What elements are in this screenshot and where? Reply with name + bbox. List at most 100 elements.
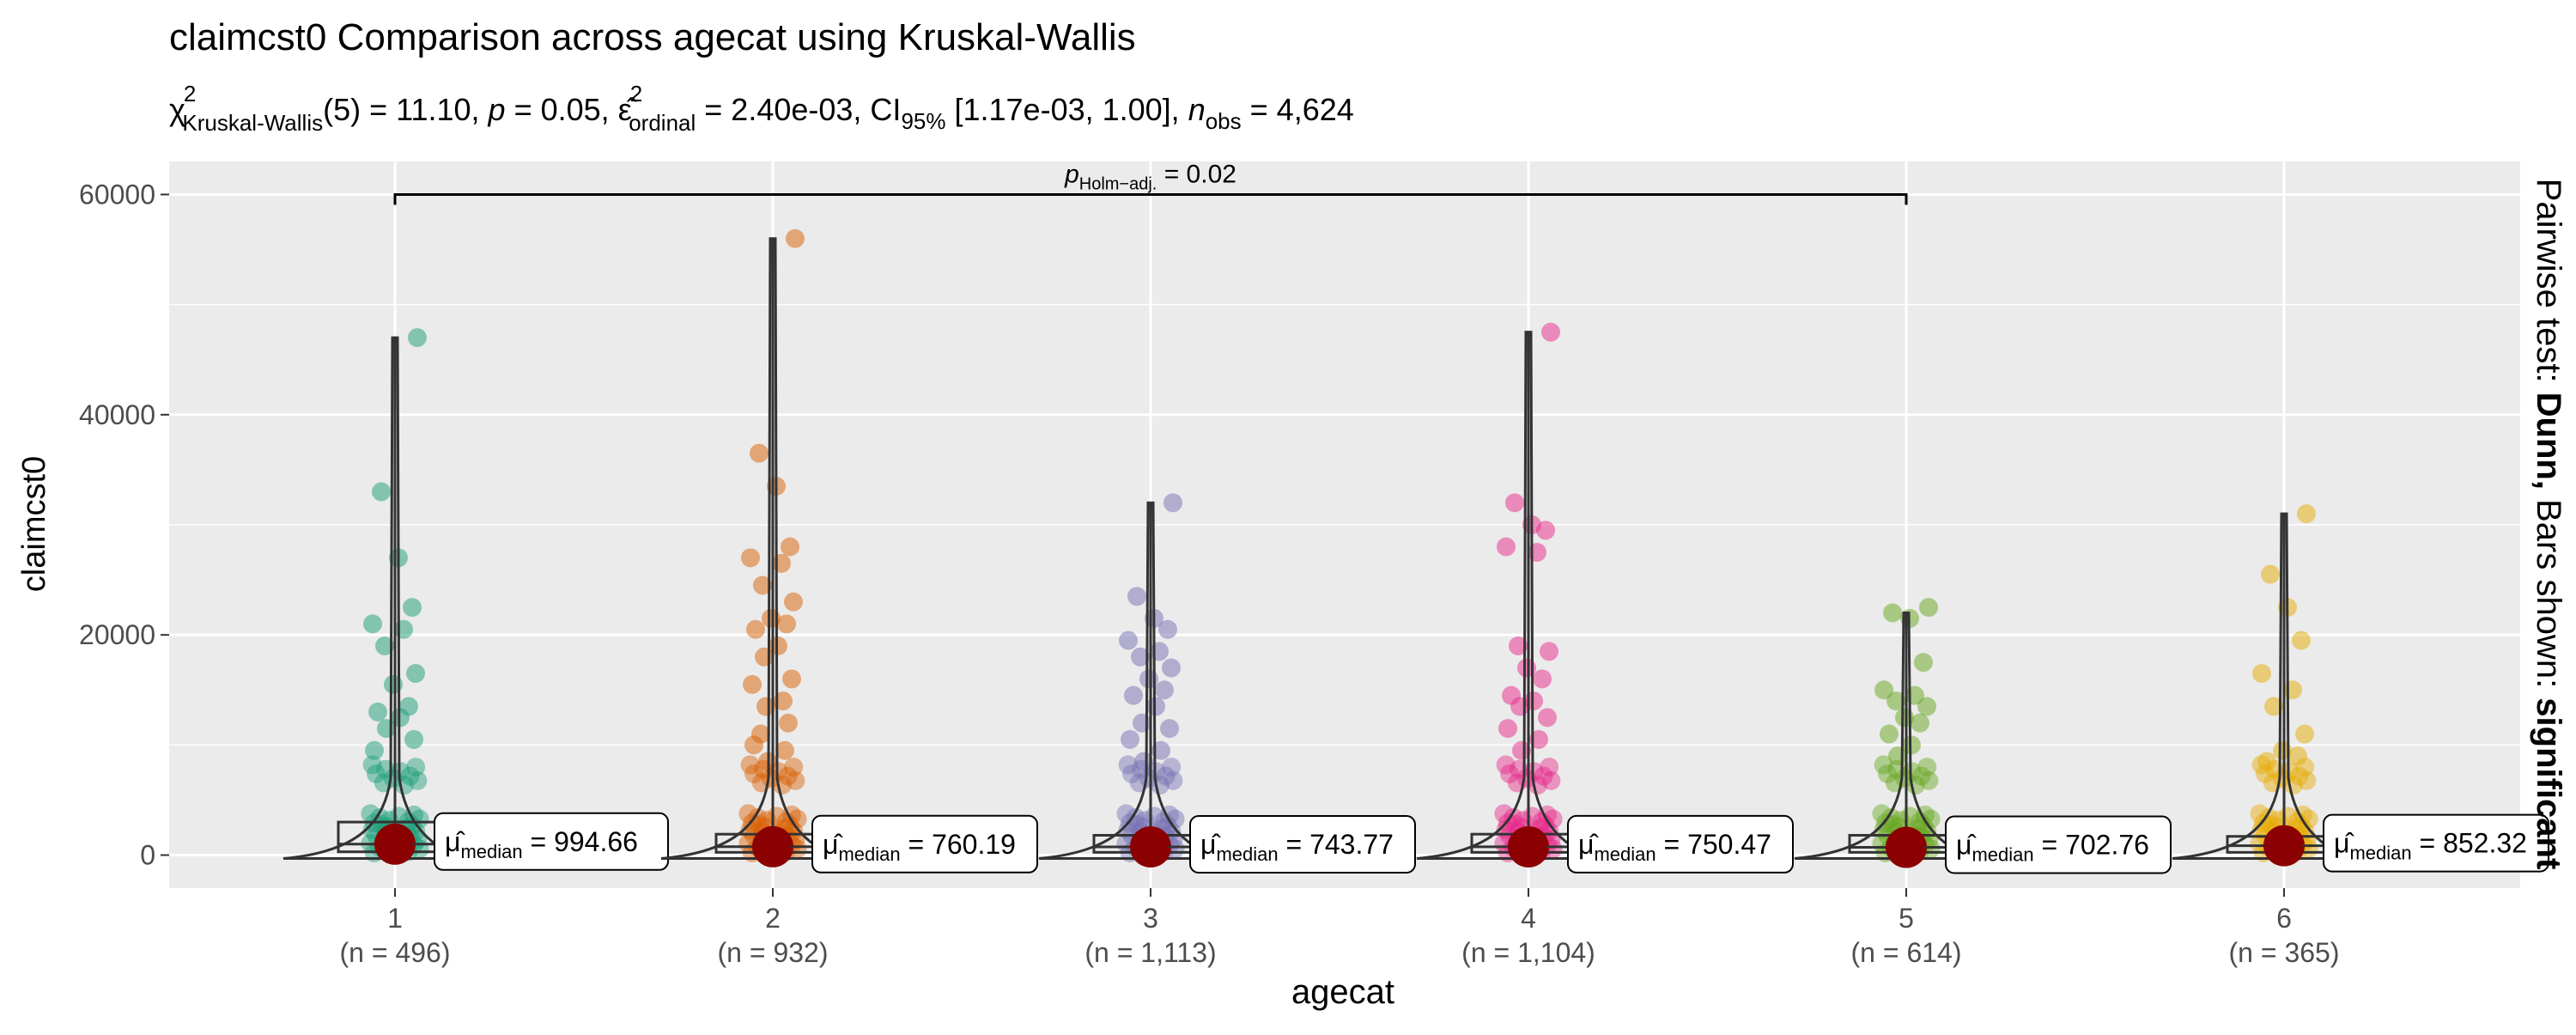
x-tick-n-label: (n = 614) (1851, 937, 1962, 968)
data-point (784, 758, 804, 777)
median-label-value: = 852.32 (2412, 828, 2527, 859)
y-axis: 0 20000 40000 60000 (79, 179, 169, 871)
median-label-value: = 994.66 (523, 826, 638, 857)
data-point (1119, 630, 1138, 650)
data-point (2292, 630, 2311, 650)
data-point (1919, 770, 1939, 790)
group-5: μ̂median = 702.76 (1794, 598, 2172, 874)
data-point (2250, 804, 2269, 824)
median-point (2263, 825, 2305, 867)
x-axis-label: agecat (1291, 973, 1394, 1011)
data-point (372, 482, 391, 502)
median-point (1508, 825, 1549, 868)
x-tick-label: 3 (1143, 903, 1158, 934)
median-point (374, 823, 416, 865)
data-point (1886, 691, 1905, 711)
data-point (408, 770, 428, 790)
data-point (1881, 807, 1901, 827)
data-point (1540, 758, 1559, 777)
chart-subtitle: χ2 Kruskal-Wallis(5) = 11.10, p = 0.05, ε… (169, 81, 1354, 136)
data-point (1126, 807, 1145, 827)
data-point (1160, 719, 1179, 739)
data-point (404, 729, 423, 749)
x-tick-n-label: (n = 496) (340, 937, 451, 968)
median-label-box (1567, 814, 1794, 874)
data-point (756, 697, 775, 716)
data-point (779, 713, 798, 733)
median-label: μ̂median = 702.76 (1956, 830, 2149, 866)
group-4: μ̂median = 750.47 (1416, 322, 1794, 874)
data-point (2264, 697, 2283, 716)
data-point (1510, 697, 1529, 716)
data-point (750, 443, 769, 463)
group-6: μ̂median = 852.32 (2172, 504, 2549, 873)
data-point (1134, 752, 1153, 771)
data-point (748, 807, 768, 827)
subtitle-chi-sup: 2 (184, 81, 196, 107)
data-point (1540, 642, 1558, 661)
caption-test: Dunn, (2530, 393, 2567, 490)
x-tick-n-label: (n = 1,113) (1084, 937, 1216, 968)
data-point (375, 636, 394, 655)
data-point (2288, 746, 2307, 766)
caption-prefix: Pairwise test: (2530, 179, 2567, 393)
median-label-value: = 702.76 (2034, 830, 2149, 861)
pairwise-sub: Holm−adj. (1079, 174, 1157, 193)
data-point (786, 228, 805, 248)
median-label-sub: median (838, 843, 900, 865)
median-label-value: = 760.19 (901, 829, 1016, 860)
data-point (403, 598, 422, 618)
data-point (784, 592, 803, 612)
data-point (778, 766, 798, 786)
data-point (2295, 724, 2314, 744)
data-point (1917, 697, 1936, 716)
median-point (1130, 826, 1171, 868)
data-point (1163, 770, 1183, 790)
data-point (1534, 766, 1553, 786)
data-point (741, 548, 760, 568)
data-point (1162, 658, 1181, 678)
data-point (1874, 755, 1893, 775)
data-point (2283, 680, 2302, 700)
median-label-sub: median (1216, 843, 1278, 865)
data-point (2259, 807, 2279, 827)
median-label-value: = 743.77 (1279, 829, 1394, 860)
data-point (753, 575, 772, 595)
median-label: μ̂median = 760.19 (823, 829, 1016, 865)
data-point (740, 755, 760, 775)
data-point (1139, 769, 1158, 788)
data-point (1497, 537, 1516, 557)
subtitle-chi-sub: Kruskal-Wallis (182, 110, 323, 136)
data-point (1156, 766, 1176, 786)
data-point (1516, 769, 1536, 788)
median-label-box (1945, 815, 2172, 874)
data-point (1150, 642, 1169, 661)
data-point (1541, 322, 1560, 342)
data-point (1116, 804, 1136, 824)
data-point (1512, 740, 1531, 760)
median-label-sub: median (2349, 843, 2411, 864)
caption-middle: Bars shown: (2530, 490, 2567, 697)
median-label-box (811, 814, 1038, 874)
data-point (1917, 758, 1937, 777)
median-label-sub: median (1971, 844, 2033, 866)
data-point (774, 691, 793, 711)
data-point (2297, 770, 2317, 790)
data-point (1919, 598, 1938, 618)
data-point (365, 740, 384, 760)
data-point (775, 740, 794, 760)
data-point (1500, 764, 1519, 783)
y-tick-label: 40000 (79, 399, 155, 430)
x-tick-label: 6 (2276, 903, 2292, 934)
data-point (408, 328, 427, 348)
subtitle-eps-sub: ordinal (629, 110, 696, 136)
data-point (2272, 769, 2292, 788)
data-point (1872, 804, 1892, 824)
median-label-box (2323, 813, 2549, 873)
data-point (1880, 724, 1899, 744)
data-point (1541, 770, 1561, 790)
median-label-box (1189, 815, 1416, 874)
data-point (1509, 636, 1528, 655)
